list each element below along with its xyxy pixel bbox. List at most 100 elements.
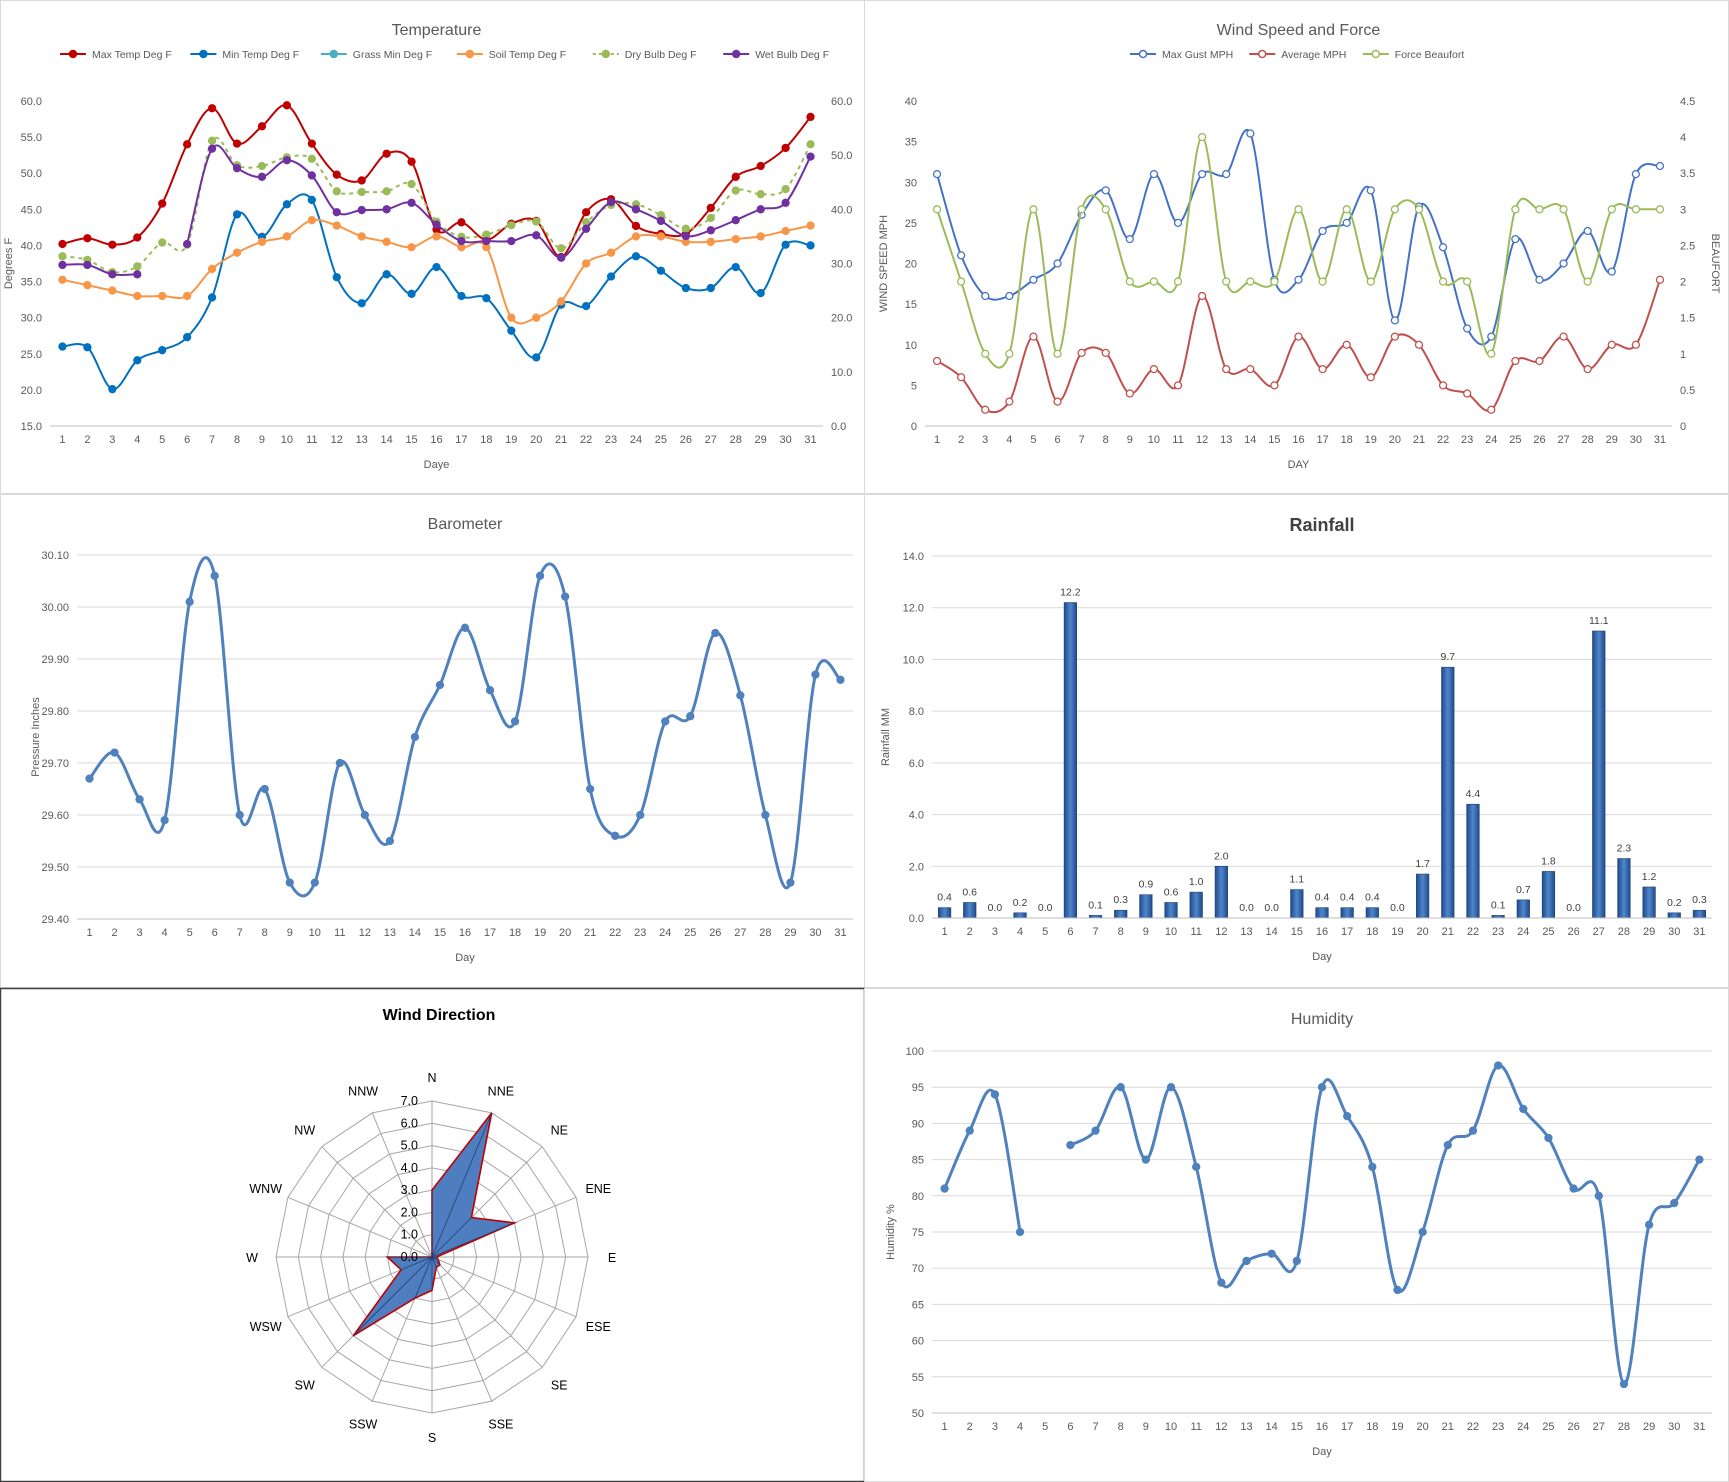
rain-bar [937,907,952,919]
data-point [557,253,566,262]
y2-tick-label: 10.0 [831,367,852,379]
data-point [1101,348,1110,358]
data-point [1390,316,1400,325]
data-point [58,275,67,284]
data-point [1583,277,1592,286]
rain-bar [1290,889,1304,919]
data-point [432,232,441,241]
chart-title: Wind Speed and Force [1217,22,1381,39]
data-point [1270,277,1279,286]
x-tick-label: 3 [992,926,998,938]
y2-tick-label: 30.0 [831,259,852,271]
radial-tick-label: 5.0 [401,1139,418,1153]
legend-marker [731,49,741,59]
x-tick-label: 22 [1467,926,1479,938]
x-tick-label: 30 [1668,1421,1680,1433]
y-tick-label: 70 [912,1263,924,1275]
x-tick-label: 5 [187,927,193,939]
data-point [335,758,344,768]
data-point [1077,205,1086,214]
y-tick-label: 75 [912,1227,924,1239]
data-point [1487,332,1496,341]
data-point [357,299,366,308]
data-point [58,252,67,261]
data-point [1468,1126,1478,1135]
x-tick-label: 4 [1006,434,1012,446]
data-point [432,262,441,272]
data-point [1270,381,1279,390]
data-point [407,198,416,207]
y2-tick-label: 1 [1680,349,1686,361]
radar-spoke [431,1256,493,1402]
x-tick-label: 25 [1542,926,1554,938]
y-tick-label: 40.0 [21,240,42,252]
y-tick-label: 15 [905,299,917,311]
x-tick-label: 21 [555,434,567,446]
x-tick-label: 14 [1266,1421,1278,1433]
bar-value-label: 2.3 [1617,843,1632,855]
data-point [681,283,691,293]
y-tick-label: 30.0 [21,313,42,325]
direction-label: SSW [349,1417,378,1431]
bar-value-label: 0.3 [1692,894,1707,906]
data-point [385,836,395,846]
x-tick-label: 19 [534,927,546,939]
x-tick-label: 26 [1567,1421,1579,1433]
rain-bar [1214,865,1228,919]
x-axis-label: Daye [424,459,450,471]
x-tick-label: 13 [356,434,368,446]
data-point [207,136,217,145]
x-tick-label: 26 [709,927,721,939]
rain-bar [1189,891,1203,919]
x-tick-label: 26 [1567,926,1579,938]
data-point [532,231,541,240]
x-tick-label: 11 [306,434,317,446]
rain-bar [1365,907,1379,919]
data-point [1091,1126,1100,1135]
y-tick-label: 5 [911,380,917,392]
x-tick-label: 29 [1606,434,1618,446]
data-point [1393,1285,1402,1295]
data-point [357,187,366,197]
x-tick-label: 23 [1492,1421,1504,1433]
x-tick-label: 20 [559,927,571,939]
x-tick-label: 23 [634,927,646,939]
data-point [1631,205,1641,214]
data-point [711,628,720,638]
data-point [956,373,966,382]
x-tick-label: 6 [184,434,190,446]
bar-value-label: 0.9 [1139,879,1154,891]
data-point [182,239,192,249]
y-tick-label: 45.0 [21,204,42,216]
x-tick-label: 5 [1042,926,1048,938]
data-point [806,112,815,122]
bar-value-label: 0.0 [1239,902,1254,914]
data-point [532,353,541,362]
x-tick-label: 9 [1127,434,1133,446]
data-point [207,293,217,302]
x-tick-label: 29 [755,434,767,446]
data-point [681,231,691,241]
temperature-chart: Temperature15.020.025.030.035.040.045.05… [3,22,852,471]
x-tick-label: 10 [1148,434,1160,446]
data-point [990,1090,1000,1099]
x-tick-label: 10 [1165,926,1177,938]
data-point [581,301,591,311]
y-tick-label: 8.0 [909,706,924,718]
data-point [940,1184,949,1193]
bar-value-label: 0.1 [1491,899,1506,911]
y-tick-label: 30 [905,177,917,189]
y-tick-label: 40 [905,96,917,108]
data-point [1418,1227,1427,1237]
data-point [133,270,142,279]
data-point [1487,405,1496,414]
x-tick-label: 29 [1643,1421,1655,1433]
data-point [407,179,416,189]
rain-bar [963,902,977,919]
data-point [108,286,117,295]
x-tick-label: 2 [84,434,90,446]
data-point [382,237,391,246]
x-tick-label: 19 [505,434,517,446]
radial-tick-label: 7.0 [401,1094,418,1108]
chart-title: Humidity [1291,1011,1353,1028]
